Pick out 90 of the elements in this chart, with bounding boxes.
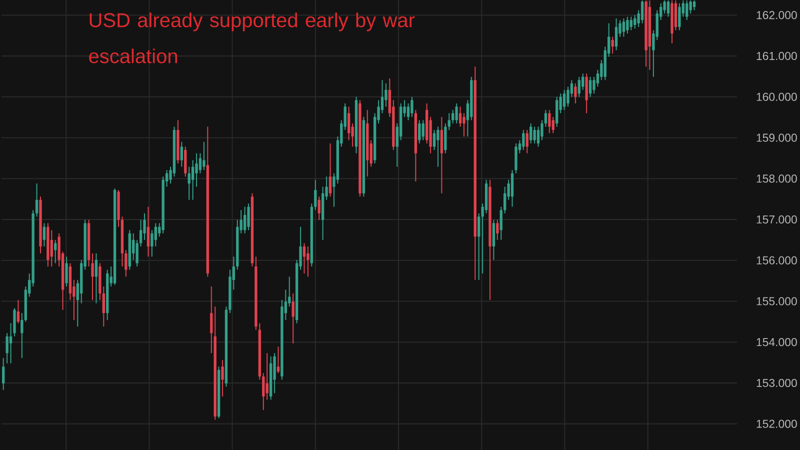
candlestick	[276, 346, 280, 374]
candlestick	[686, 0, 688, 21]
candlestick	[422, 120, 424, 141]
candlestick	[640, 0, 644, 24]
candlestick	[314, 179, 317, 211]
candlestick	[180, 141, 183, 168]
candlestick	[548, 109, 551, 134]
candlestick	[347, 106, 350, 141]
candlestick	[188, 166, 190, 200]
candlestick	[588, 76, 592, 98]
candlestick	[65, 256, 68, 288]
candlestick	[406, 102, 410, 121]
candlestick	[94, 252, 98, 304]
candlestick	[458, 106, 462, 128]
candlestick	[35, 183, 38, 218]
candlestick	[432, 129, 436, 150]
y-tick-label: 159.000	[756, 134, 797, 142]
candlestick	[452, 109, 454, 124]
candlestick	[146, 206, 150, 258]
candlestick	[328, 142, 332, 198]
candlestick	[533, 126, 536, 144]
candlestick	[500, 206, 502, 240]
candlestick	[578, 76, 580, 98]
candlestick	[522, 129, 525, 150]
y-tick-label: 155.000	[756, 297, 797, 306]
y-tick-label: 158.000	[756, 174, 797, 183]
candlestick	[634, 14, 636, 30]
candlestick	[556, 96, 558, 128]
candlestick	[530, 122, 532, 144]
candlestick	[562, 89, 566, 110]
candlestick	[462, 112, 466, 138]
candlestick	[448, 112, 450, 130]
candlestick	[552, 116, 554, 134]
candlestick	[585, 73, 588, 114]
y-tick-label: 156.000	[756, 256, 797, 264]
candlestick	[496, 219, 499, 240]
candlestick	[2, 358, 5, 390]
candlestick	[514, 142, 518, 174]
candlestick	[455, 102, 458, 124]
candlestick	[202, 141, 206, 171]
candlestick	[6, 332, 8, 364]
candlestick	[630, 16, 632, 31]
candlestick	[492, 219, 496, 260]
candlestick	[50, 230, 53, 267]
candlestick	[198, 152, 202, 174]
candlestick	[440, 116, 444, 194]
candlestick	[536, 126, 540, 148]
candlestick	[184, 146, 187, 178]
candlestick	[436, 126, 440, 168]
candlestick	[243, 206, 246, 234]
candlestick	[221, 360, 224, 397]
candlestick	[124, 250, 128, 278]
candlestick	[692, 0, 696, 11]
candlestick	[191, 160, 194, 200]
candlestick	[674, 0, 678, 31]
candlestick	[410, 96, 414, 118]
candlestick	[418, 120, 421, 144]
candlestick	[306, 246, 310, 278]
candlestick	[444, 122, 447, 154]
candlestick	[292, 292, 294, 344]
candlestick	[302, 242, 306, 274]
candlestick	[526, 129, 528, 154]
candlestick	[16, 300, 20, 324]
y-tick-label: 154.000	[756, 338, 797, 346]
candlestick	[574, 82, 577, 104]
candlestick	[622, 18, 626, 38]
candlestick	[154, 222, 157, 247]
y-tick-label: 160.000	[756, 92, 797, 101]
candlestick	[614, 18, 618, 51]
y-tick-label: 161.000	[756, 52, 797, 60]
annotation: USD already supported early by war escalation	[89, 12, 415, 64]
candlestick	[139, 219, 142, 247]
y-tick-label: 152.000	[756, 420, 797, 428]
candlestick	[582, 73, 584, 90]
candlestick	[611, 36, 614, 54]
candlestick	[54, 239, 57, 264]
candlestick	[626, 16, 629, 34]
candlestick	[247, 203, 250, 231]
y-tick-label: 157.000	[756, 215, 797, 224]
candlestick	[510, 170, 514, 208]
candlestick	[318, 196, 320, 220]
y-tick-label: 153.000	[756, 378, 797, 388]
candlestick	[262, 372, 265, 410]
candlestick	[504, 186, 506, 214]
candlestick	[666, 0, 670, 18]
candlestick	[266, 352, 268, 400]
candlestick	[42, 222, 46, 247]
candlestick	[678, 2, 681, 31]
candlestick	[210, 286, 213, 354]
y-tick-label: 162.000	[756, 11, 797, 20]
